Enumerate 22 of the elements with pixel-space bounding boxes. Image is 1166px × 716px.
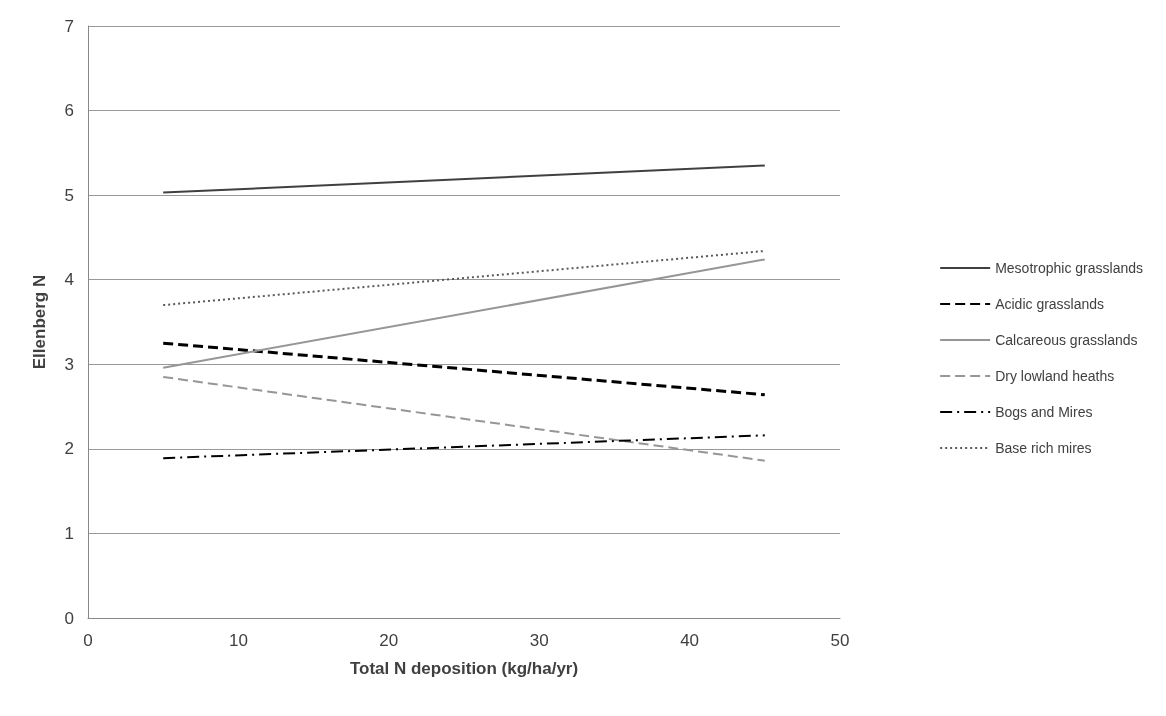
y-tick-label: 4 xyxy=(64,270,74,290)
x-tick-label: 10 xyxy=(228,631,248,650)
y-tick-label: 3 xyxy=(64,354,74,374)
y-tick-label: 2 xyxy=(64,439,74,459)
y-tick-label: 5 xyxy=(64,185,74,205)
x-tick-label: 30 xyxy=(529,631,549,650)
legend-label: Mesotrophic grasslands xyxy=(995,260,1144,276)
x-tick-label: 0 xyxy=(83,631,93,650)
legend-label: Acidic grasslands xyxy=(995,296,1105,312)
legend-label: Calcareous grasslands xyxy=(995,332,1138,348)
y-tick-label: 0 xyxy=(64,608,74,628)
legend-label: Base rich mires xyxy=(995,440,1092,456)
x-tick-label: 20 xyxy=(379,631,399,650)
legend-label: Bogs and Mires xyxy=(995,404,1093,420)
y-axis-title: Ellenberg N xyxy=(30,274,49,370)
x-tick-label: 40 xyxy=(680,631,700,650)
y-tick-label: 1 xyxy=(64,523,74,543)
y-tick-label: 7 xyxy=(64,16,74,36)
legend-label: Dry lowland heaths xyxy=(995,368,1115,384)
y-tick-label: 6 xyxy=(64,101,74,121)
x-axis-title: Total N deposition (kg/ha/yr) xyxy=(349,659,579,678)
x-tick-label: 50 xyxy=(830,631,850,650)
